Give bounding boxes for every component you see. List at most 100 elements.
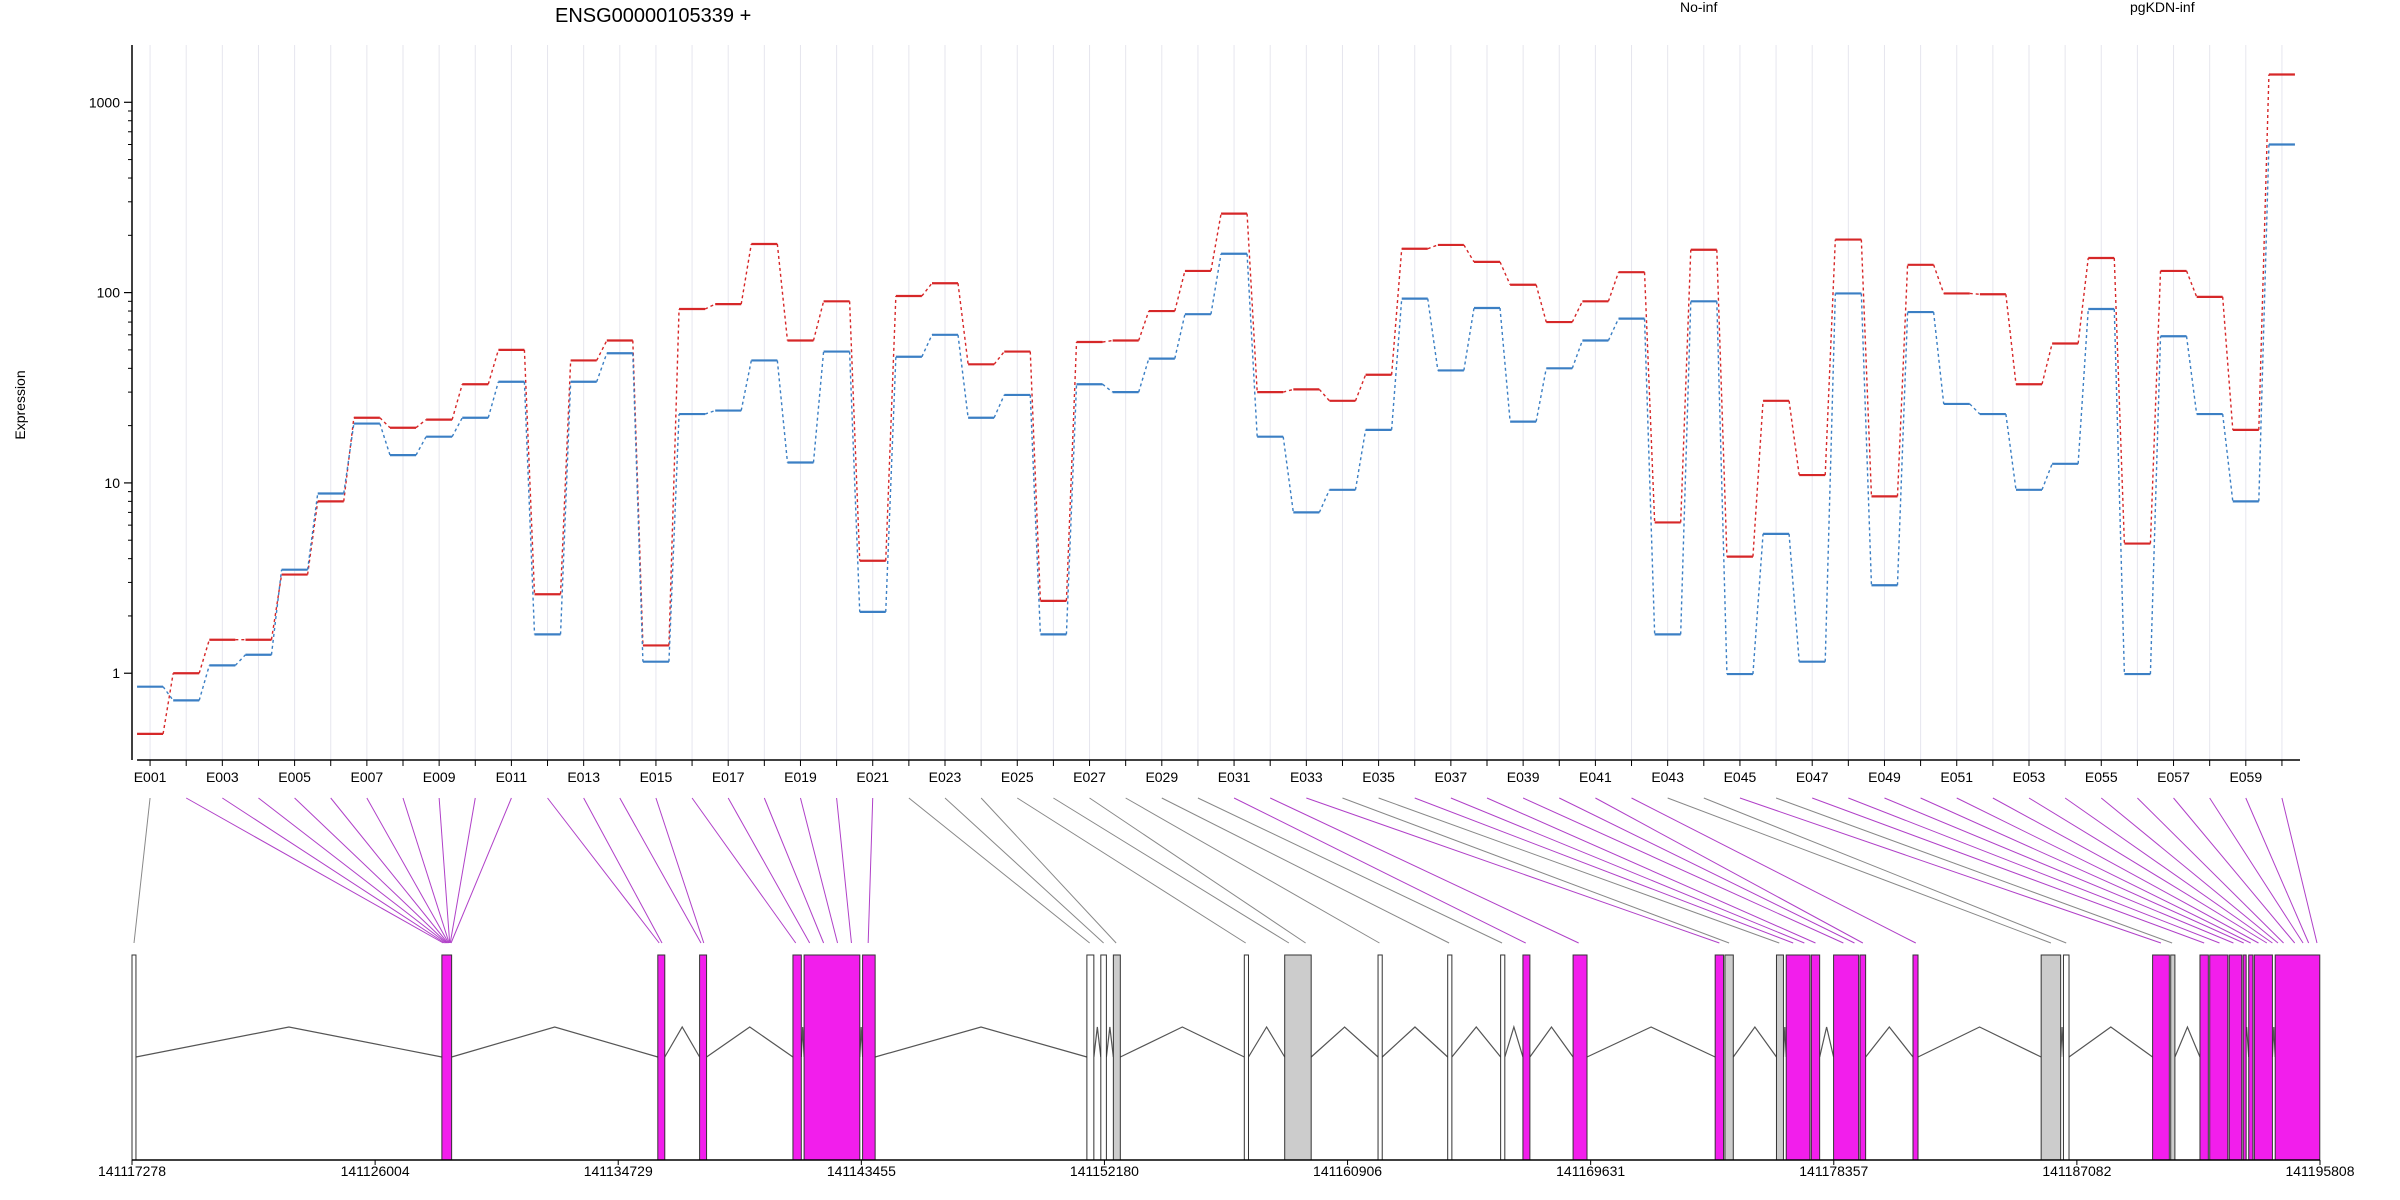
series-connector (1896, 264, 1909, 497)
x-tick-label: E031 (1218, 769, 1251, 785)
series-connector (1138, 358, 1150, 393)
x-tick-label: E021 (856, 769, 889, 785)
series-connector (668, 308, 680, 646)
exon-connector (1703, 797, 2067, 944)
exon-connector (908, 797, 1090, 944)
exon-block (1572, 954, 1588, 1161)
exon-connector (330, 797, 449, 944)
legend-pgkdn-inf: pgKDN-inf (2130, 0, 2195, 15)
series-connector (957, 283, 969, 365)
exon-connector (1197, 797, 1503, 944)
grid-lines (149, 45, 2283, 760)
series-connector (1932, 264, 1945, 294)
series-connector (812, 351, 825, 463)
series-connector (162, 673, 174, 735)
series-connector (1535, 284, 1547, 323)
x-tick-label: E025 (1001, 769, 1034, 785)
exon-connector (2209, 797, 2304, 944)
series-connector (1571, 340, 1584, 369)
exon-connector (1812, 797, 2205, 944)
series-connector (1860, 239, 1873, 497)
series-connector (1969, 403, 1981, 415)
intron-line (1105, 1026, 1114, 1058)
intron-line (1917, 1026, 2042, 1058)
x-tick-label: E043 (1651, 769, 1684, 785)
series-connector (993, 394, 1005, 419)
intron-line (1529, 1025, 1574, 1058)
exon-connector (1016, 797, 1246, 944)
series-connector (704, 303, 716, 310)
series-connector (1824, 293, 1837, 662)
series-connector (1210, 213, 1222, 272)
genomic-tick-label: 141178357 (1799, 1163, 1868, 1179)
exon-block (1912, 954, 1919, 1161)
series-connector (1138, 310, 1150, 341)
intron-line (1732, 1025, 1777, 1058)
x-tick-label: E007 (351, 769, 384, 785)
exon-block (2199, 954, 2209, 1161)
series-connector (1824, 239, 1837, 476)
exon-block (657, 954, 666, 1161)
series-connector (2221, 413, 2234, 502)
series-connector (1932, 312, 1945, 405)
series-connector (1969, 292, 1980, 295)
series-connector (596, 353, 608, 383)
y-tick-label: 1000 (89, 94, 120, 110)
intron-line (1865, 1026, 1914, 1058)
series-connector (270, 569, 283, 655)
exon-block (2253, 954, 2273, 1161)
exon-connector (1848, 797, 2220, 944)
series-connector (1354, 374, 1367, 402)
series-connector (993, 351, 1005, 365)
series-connector (1065, 341, 1078, 601)
series-connector (1679, 301, 1692, 635)
exon-connector (1414, 797, 1794, 944)
series-connector (848, 351, 861, 612)
series-connector (1643, 272, 1656, 523)
x-tick-label: E041 (1579, 769, 1612, 785)
exon-block (803, 954, 861, 1161)
series-connector (1716, 301, 1728, 675)
exon-block (1086, 954, 1095, 1161)
series-connector (740, 360, 753, 411)
series-connector (957, 334, 969, 418)
chart-title: ENSG00000105339 + (555, 5, 751, 27)
genomic-tick-label: 141160906 (1313, 1163, 1382, 1179)
intron-line (1504, 1024, 1524, 1058)
genomic-tick-label: 141169631 (1556, 1163, 1625, 1179)
exon-connector (1631, 797, 1917, 944)
exon-connector (655, 797, 705, 944)
exon-connector (2173, 797, 2296, 944)
genomic-tick-label: 141126004 (341, 1163, 410, 1179)
series-connector (1318, 388, 1330, 402)
exon-connector (1522, 797, 1844, 944)
genomic-tick-label: 141143455 (827, 1163, 896, 1179)
series-connector (1643, 318, 1656, 635)
exon-connector (2028, 797, 2268, 944)
series-connector (1174, 314, 1186, 359)
x-tick-label: E013 (567, 769, 600, 785)
x-tick-label: E023 (929, 769, 962, 785)
exon-connector (547, 797, 660, 944)
intron-line (2174, 1025, 2201, 1058)
exon-block (1775, 954, 1784, 1161)
series-connector (415, 436, 427, 456)
series-connector (2185, 336, 2198, 415)
series-connector (451, 384, 463, 420)
exon-connector (1992, 797, 2259, 944)
exon-connector (222, 797, 445, 944)
exon-connector (799, 797, 839, 944)
exon-block (1243, 954, 1249, 1161)
intron-line (1586, 1026, 1716, 1058)
series-connector (596, 340, 608, 361)
x-tick-label: E009 (423, 769, 456, 785)
exon-connector (980, 797, 1117, 944)
exon-connector (1595, 797, 1864, 944)
series-connector (1390, 298, 1403, 430)
series-connector (1029, 351, 1042, 601)
exon-connector (1269, 797, 1579, 944)
exon-block (1785, 954, 1811, 1161)
exon-block (2274, 954, 2321, 1161)
x-tick-label: E015 (640, 769, 673, 785)
